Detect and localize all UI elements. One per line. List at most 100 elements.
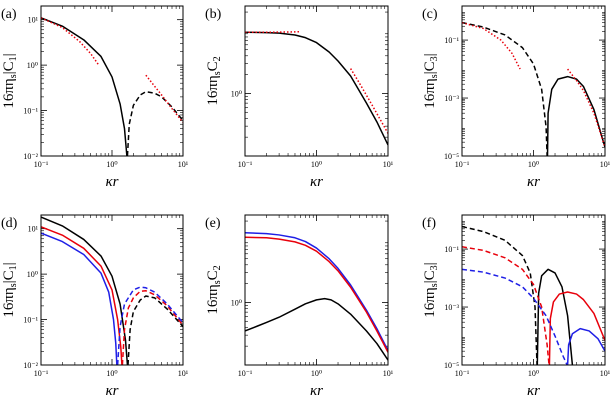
x-tick-label: 10⁻¹	[455, 369, 470, 378]
series-line-3	[41, 226, 123, 365]
x-tick-label: 10⁰	[106, 369, 117, 378]
plot-frame	[461, 5, 606, 157]
series-group	[245, 30, 388, 146]
series-group	[41, 17, 183, 156]
panel-e: 10⁻¹ 10⁰ 10¹ 10⁰ (e) κr 16πηsC2	[205, 214, 394, 399]
y-axis-label: 16πηsC2	[205, 265, 223, 314]
x-tick-label: 10⁰	[528, 160, 539, 169]
x-tick-label: 10⁻¹	[238, 160, 253, 169]
plot-frame	[244, 5, 389, 157]
series-line-1	[41, 216, 129, 365]
y-tick-label: 10⁰	[27, 270, 38, 279]
series-line-4	[145, 74, 183, 123]
x-tick-label: 10¹	[600, 369, 611, 378]
x-tick-label: 10¹	[600, 160, 611, 169]
panel-label: (a)	[1, 7, 17, 22]
y-tick-label: 10⁻²	[23, 361, 38, 370]
x-tick-label: 10¹	[383, 160, 394, 169]
panel-b: 10⁻¹ 10⁰ 10¹ 10⁰ (b) κr 16πηsC2	[205, 5, 394, 190]
x-tick-label: 10¹	[178, 369, 189, 378]
x-axis-label: κr	[527, 174, 540, 190]
x-axis-label: κr	[105, 174, 118, 190]
panel-label: (c)	[422, 7, 438, 22]
series-line-1	[245, 232, 388, 351]
y-axis-label: 16πηs|C1|	[1, 53, 19, 108]
x-tick-label: 10⁰	[528, 369, 539, 378]
series-line-4	[567, 68, 605, 148]
y-tick-label: 10¹	[28, 225, 39, 234]
panel-c: 10⁻¹ 10⁰ 10¹ 10⁻⁵ 10⁻³ 10⁻¹ (c) κr 16πηs|C3|	[422, 5, 611, 190]
x-tick-label: 10⁰	[311, 369, 322, 378]
x-axis-label: κr	[310, 174, 323, 190]
plot-frame	[461, 214, 606, 366]
x-tick-label: 10⁻¹	[34, 369, 49, 378]
panel-label: (d)	[1, 216, 18, 231]
y-axis-label: 16πηs|C1|	[1, 262, 19, 317]
x-axis-label: κr	[105, 383, 118, 399]
y-tick-label: 10⁻³	[444, 303, 459, 312]
y-tick-label: 10⁰	[231, 89, 242, 98]
series-line-2	[126, 90, 183, 156]
series-line-2	[245, 30, 301, 34]
series-line-2	[127, 295, 183, 365]
x-tick-label: 10⁻¹	[238, 369, 253, 378]
series-line-1	[462, 225, 538, 365]
x-axis-label: κr	[310, 383, 323, 399]
panel-f: 10⁻¹ 10⁰ 10¹ 10⁻⁵ 10⁻³ 10⁻¹ (f) κr 16πηs|C3|	[422, 214, 611, 399]
series-line-4	[548, 291, 605, 365]
y-axis-label: 16πηs|C3|	[422, 262, 440, 317]
y-tick-label: 10⁰	[27, 61, 38, 70]
series-line-1	[462, 21, 548, 156]
y-tick-label: 10⁻¹	[23, 107, 38, 116]
x-axis-label: κr	[527, 383, 540, 399]
series-group	[462, 21, 605, 156]
x-tick-label: 10⁰	[311, 160, 322, 169]
series-line-3	[462, 246, 550, 365]
series-line-4	[121, 290, 183, 365]
y-tick-label: 10⁻⁵	[444, 152, 459, 161]
y-tick-label: 10⁻¹	[444, 36, 459, 45]
x-tick-label: 10⁻¹	[455, 160, 470, 169]
y-axis-label: 16πηs|C3|	[422, 53, 440, 108]
x-tick-label: 10¹	[383, 369, 394, 378]
panel-label: (e)	[205, 216, 221, 231]
y-axis-label: 16πηsC2	[205, 56, 223, 105]
y-tick-label: 10¹	[28, 16, 39, 25]
series-line-2	[546, 75, 605, 156]
series-line-6	[116, 286, 183, 365]
series-line-3	[462, 21, 521, 70]
y-tick-label: 10⁻⁵	[444, 361, 459, 370]
y-tick-label: 10⁻³	[444, 94, 459, 103]
series-line-1	[245, 31, 388, 146]
plot-frame	[40, 214, 184, 366]
series-line-5	[41, 232, 118, 365]
y-tick-label: 10⁻¹	[23, 316, 38, 325]
series-line-3	[41, 17, 100, 66]
y-tick-label: 10⁰	[231, 298, 242, 307]
series-line-1	[41, 17, 128, 156]
series-line-5	[462, 268, 568, 365]
series-line-3	[349, 68, 388, 134]
series-line-6	[566, 327, 605, 365]
panel-label: (f)	[422, 216, 436, 231]
series-line-2	[245, 236, 388, 353]
x-tick-label: 10¹	[178, 160, 189, 169]
series-group	[462, 225, 605, 365]
plot-frame	[244, 214, 389, 366]
panel-label: (b)	[205, 7, 222, 22]
minor-ticks	[462, 215, 605, 365]
series-group	[245, 232, 388, 361]
plot-frame	[40, 5, 184, 157]
x-tick-label: 10⁰	[106, 160, 117, 169]
series-group	[41, 216, 183, 365]
minor-ticks	[245, 6, 388, 156]
series-line-2	[536, 268, 574, 365]
series-line-3	[245, 297, 388, 361]
y-tick-label: 10⁻¹	[444, 245, 459, 254]
y-tick-label: 10⁻²	[23, 152, 38, 161]
minor-ticks	[41, 6, 183, 156]
x-tick-label: 10⁻¹	[34, 160, 49, 169]
